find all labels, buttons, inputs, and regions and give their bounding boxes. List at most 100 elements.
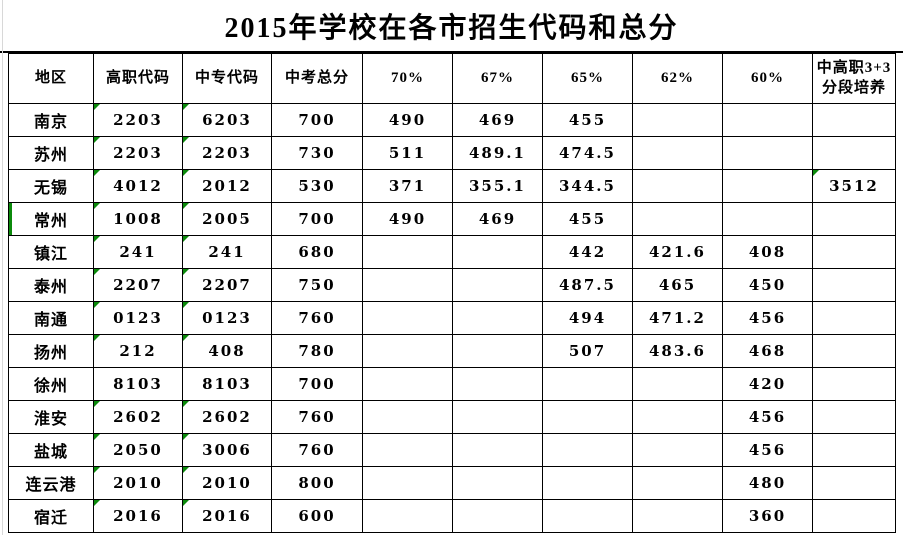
value-cell[interactable]	[362, 235, 453, 269]
value-cell[interactable]	[632, 202, 723, 236]
value-cell[interactable]	[632, 400, 723, 434]
value-cell[interactable]	[452, 466, 543, 500]
value-cell[interactable]: 456	[722, 301, 813, 335]
region-cell[interactable]: 南通	[8, 301, 94, 335]
value-cell[interactable]: 2207	[182, 268, 272, 302]
value-cell[interactable]	[452, 301, 543, 335]
value-cell[interactable]	[362, 499, 453, 533]
value-cell[interactable]: 2203	[93, 103, 183, 137]
value-cell[interactable]: 241	[93, 235, 183, 269]
value-cell[interactable]	[812, 433, 896, 467]
column-header-9[interactable]: 中高职3+3 分段培养	[812, 53, 896, 104]
region-cell[interactable]: 苏州	[8, 136, 94, 170]
value-cell[interactable]: 760	[271, 400, 363, 434]
value-cell[interactable]	[722, 136, 813, 170]
column-header-3[interactable]: 中考总分	[271, 53, 363, 104]
value-cell[interactable]	[812, 268, 896, 302]
value-cell[interactable]: 408	[182, 334, 272, 368]
value-cell[interactable]	[542, 367, 633, 401]
region-cell[interactable]: 淮安	[8, 400, 94, 434]
value-cell[interactable]	[542, 499, 633, 533]
value-cell[interactable]: 0123	[182, 301, 272, 335]
region-cell[interactable]: 南京	[8, 103, 94, 137]
value-cell[interactable]: 511	[362, 136, 453, 170]
value-cell[interactable]: 2010	[93, 466, 183, 500]
column-header-7[interactable]: 62%	[632, 53, 723, 104]
value-cell[interactable]: 2203	[182, 136, 272, 170]
value-cell[interactable]: 2010	[182, 466, 272, 500]
value-cell[interactable]: 0123	[93, 301, 183, 335]
value-cell[interactable]: 2012	[182, 169, 272, 203]
value-cell[interactable]: 490	[362, 103, 453, 137]
value-cell[interactable]	[362, 301, 453, 335]
region-cell[interactable]: 扬州	[8, 334, 94, 368]
value-cell[interactable]: 700	[271, 103, 363, 137]
value-cell[interactable]: 487.5	[542, 268, 633, 302]
value-cell[interactable]	[812, 235, 896, 269]
column-header-8[interactable]: 60%	[722, 53, 813, 104]
value-cell[interactable]	[632, 367, 723, 401]
value-cell[interactable]	[812, 367, 896, 401]
value-cell[interactable]: 780	[271, 334, 363, 368]
value-cell[interactable]: 800	[271, 466, 363, 500]
value-cell[interactable]: 471.2	[632, 301, 723, 335]
value-cell[interactable]	[632, 103, 723, 137]
value-cell[interactable]: 421.6	[632, 235, 723, 269]
value-cell[interactable]	[812, 334, 896, 368]
value-cell[interactable]: 442	[542, 235, 633, 269]
value-cell[interactable]	[452, 367, 543, 401]
value-cell[interactable]: 2005	[182, 202, 272, 236]
column-header-2[interactable]: 中专代码	[182, 53, 272, 104]
value-cell[interactable]	[542, 466, 633, 500]
column-header-6[interactable]: 65%	[542, 53, 633, 104]
value-cell[interactable]: 8103	[93, 367, 183, 401]
value-cell[interactable]: 474.5	[542, 136, 633, 170]
value-cell[interactable]: 469	[452, 202, 543, 236]
region-cell[interactable]: 盐城	[8, 433, 94, 467]
value-cell[interactable]: 2203	[93, 136, 183, 170]
value-cell[interactable]: 494	[542, 301, 633, 335]
value-cell[interactable]	[362, 334, 453, 368]
value-cell[interactable]	[452, 433, 543, 467]
value-cell[interactable]: 212	[93, 334, 183, 368]
column-header-5[interactable]: 67%	[452, 53, 543, 104]
value-cell[interactable]	[362, 400, 453, 434]
value-cell[interactable]: 750	[271, 268, 363, 302]
value-cell[interactable]: 530	[271, 169, 363, 203]
value-cell[interactable]: 4012	[93, 169, 183, 203]
value-cell[interactable]	[632, 433, 723, 467]
region-cell[interactable]: 宿迁	[8, 499, 94, 533]
value-cell[interactable]	[812, 202, 896, 236]
column-header-0[interactable]: 地区	[8, 53, 94, 104]
value-cell[interactable]: 241	[182, 235, 272, 269]
value-cell[interactable]: 2207	[93, 268, 183, 302]
value-cell[interactable]	[812, 103, 896, 137]
value-cell[interactable]: 2050	[93, 433, 183, 467]
value-cell[interactable]: 2016	[93, 499, 183, 533]
value-cell[interactable]: 8103	[182, 367, 272, 401]
value-cell[interactable]	[632, 466, 723, 500]
value-cell[interactable]	[362, 268, 453, 302]
value-cell[interactable]	[542, 400, 633, 434]
value-cell[interactable]: 469	[452, 103, 543, 137]
value-cell[interactable]: 760	[271, 301, 363, 335]
column-header-4[interactable]: 70%	[362, 53, 453, 104]
value-cell[interactable]: 2016	[182, 499, 272, 533]
value-cell[interactable]	[722, 202, 813, 236]
value-cell[interactable]	[632, 499, 723, 533]
value-cell[interactable]	[452, 268, 543, 302]
value-cell[interactable]: 2602	[182, 400, 272, 434]
region-cell[interactable]: 连云港	[8, 466, 94, 500]
value-cell[interactable]	[362, 433, 453, 467]
value-cell[interactable]: 456	[722, 400, 813, 434]
value-cell[interactable]: 760	[271, 433, 363, 467]
value-cell[interactable]	[362, 466, 453, 500]
value-cell[interactable]: 680	[271, 235, 363, 269]
value-cell[interactable]	[542, 433, 633, 467]
value-cell[interactable]: 700	[271, 202, 363, 236]
value-cell[interactable]: 420	[722, 367, 813, 401]
value-cell[interactable]: 489.1	[452, 136, 543, 170]
value-cell[interactable]: 730	[271, 136, 363, 170]
value-cell[interactable]	[452, 400, 543, 434]
value-cell[interactable]: 480	[722, 466, 813, 500]
